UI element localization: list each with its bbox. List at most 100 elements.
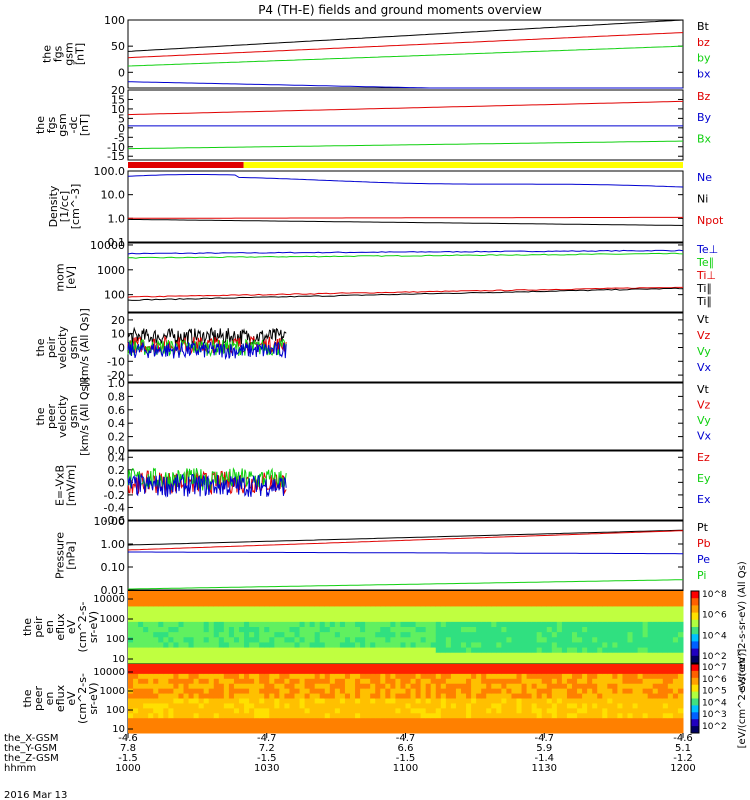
heatmap-cell	[556, 668, 563, 675]
heatmap-cell	[173, 708, 179, 714]
heatmap-cell	[259, 657, 265, 664]
colorbar-band	[691, 634, 699, 642]
heatmap-cell	[632, 683, 639, 690]
legend-Ez: Ez	[697, 451, 710, 464]
y-tick-label: 100.0	[94, 165, 126, 178]
heatmap-cell	[536, 673, 543, 680]
panel-mode_bar	[128, 162, 683, 168]
y-label-line: eflux	[54, 613, 67, 641]
heatmap-cell	[496, 688, 502, 695]
heatmap-cell	[168, 688, 174, 695]
heatmap-cell	[304, 708, 311, 714]
heatmap-cell	[476, 708, 482, 714]
heatmap-cell	[148, 647, 154, 654]
heatmap-cell	[148, 596, 154, 602]
heatmap-cell	[587, 698, 593, 704]
heatmap-cell	[662, 713, 669, 719]
heatmap-cell	[233, 703, 240, 709]
heatmap-cell	[617, 723, 623, 729]
heatmap-cell	[188, 728, 195, 734]
heatmap-cell	[461, 688, 467, 695]
panel-frame	[127, 170, 684, 243]
heatmap-cell	[445, 616, 452, 623]
heatmap-cell	[556, 657, 563, 664]
heatmap-cell	[395, 673, 401, 680]
heatmap-cell	[430, 606, 437, 613]
heatmap-cell	[526, 621, 533, 628]
heatmap-cell	[355, 728, 361, 734]
heatmap-cell	[324, 703, 331, 709]
heatmap-cell	[662, 637, 669, 643]
heatmap-cell	[380, 621, 386, 628]
heatmap-cell	[183, 637, 190, 643]
heatmap-cell	[647, 703, 654, 709]
heatmap-cell	[551, 591, 558, 597]
heatmap-cell	[183, 601, 190, 607]
heatmap-cell	[334, 728, 341, 734]
heatmap-cell	[370, 668, 376, 675]
heatmap-cell	[430, 611, 437, 618]
heatmap-cell	[334, 591, 341, 597]
heatmap-cell	[405, 678, 412, 685]
heatmap-cell	[390, 627, 396, 633]
heatmap-cell	[168, 647, 174, 654]
y-label-line: velocity	[56, 326, 69, 369]
heatmap-cell	[647, 647, 654, 654]
y-tick-label: 20	[111, 314, 125, 327]
heatmap-cell	[138, 642, 144, 649]
heatmap-cell	[556, 698, 563, 704]
heatmap-cell	[582, 637, 588, 643]
heatmap-cell	[632, 606, 639, 613]
heatmap-cell	[395, 708, 401, 714]
heatmap-cell	[561, 591, 568, 597]
heatmap-cell	[582, 718, 588, 724]
heatmap-cell	[667, 723, 674, 729]
heatmap-cell	[642, 673, 649, 680]
heatmap-cell	[466, 627, 472, 633]
heatmap-cell	[158, 678, 164, 685]
heatmap-cell	[667, 647, 674, 654]
heatmap-cell	[198, 627, 205, 633]
heatmap-cell	[350, 652, 356, 659]
heatmap-cell	[385, 693, 391, 699]
heatmap-cell	[511, 591, 517, 597]
heatmap-cell	[163, 708, 169, 714]
heatmap-cell	[577, 591, 583, 597]
heatmap-cell	[667, 678, 674, 685]
heatmap-cell	[365, 632, 371, 638]
heatmap-cell	[319, 647, 326, 654]
heatmap-cell	[203, 611, 210, 618]
heatmap-cell	[450, 657, 457, 664]
heatmap-cell	[228, 678, 235, 685]
heatmap-cell	[496, 693, 502, 699]
heatmap-cell	[289, 693, 295, 699]
heatmap-cell	[511, 673, 517, 680]
heatmap-cell	[249, 627, 255, 633]
heatmap-cell	[385, 616, 391, 623]
heatmap-cell	[415, 647, 422, 654]
heatmap-cell	[657, 703, 664, 709]
heatmap-cell	[405, 591, 412, 597]
heatmap-cell	[476, 713, 482, 719]
heatmap-cell	[496, 627, 502, 633]
heatmap-cell	[158, 668, 164, 675]
x-tick-label: -1.2	[673, 753, 693, 764]
heatmap-cell	[183, 616, 190, 623]
heatmap-cell	[612, 652, 618, 659]
heatmap-cell	[536, 708, 543, 714]
heatmap-cell	[208, 632, 215, 638]
heatmap-cell	[415, 698, 422, 704]
heatmap-cell	[370, 657, 376, 664]
y-label-line: (cm^2-s-	[76, 602, 89, 653]
heatmap-cell	[662, 683, 669, 690]
heatmap-cell	[158, 673, 164, 680]
heatmap-cell	[370, 611, 376, 618]
heatmap-cell	[148, 718, 154, 724]
heatmap-cell	[244, 632, 250, 638]
heatmap-cell	[239, 596, 245, 602]
heatmap-cell	[309, 713, 316, 719]
heatmap-cell	[491, 627, 497, 633]
heatmap-cell	[249, 723, 255, 729]
heatmap-cell	[672, 708, 679, 714]
